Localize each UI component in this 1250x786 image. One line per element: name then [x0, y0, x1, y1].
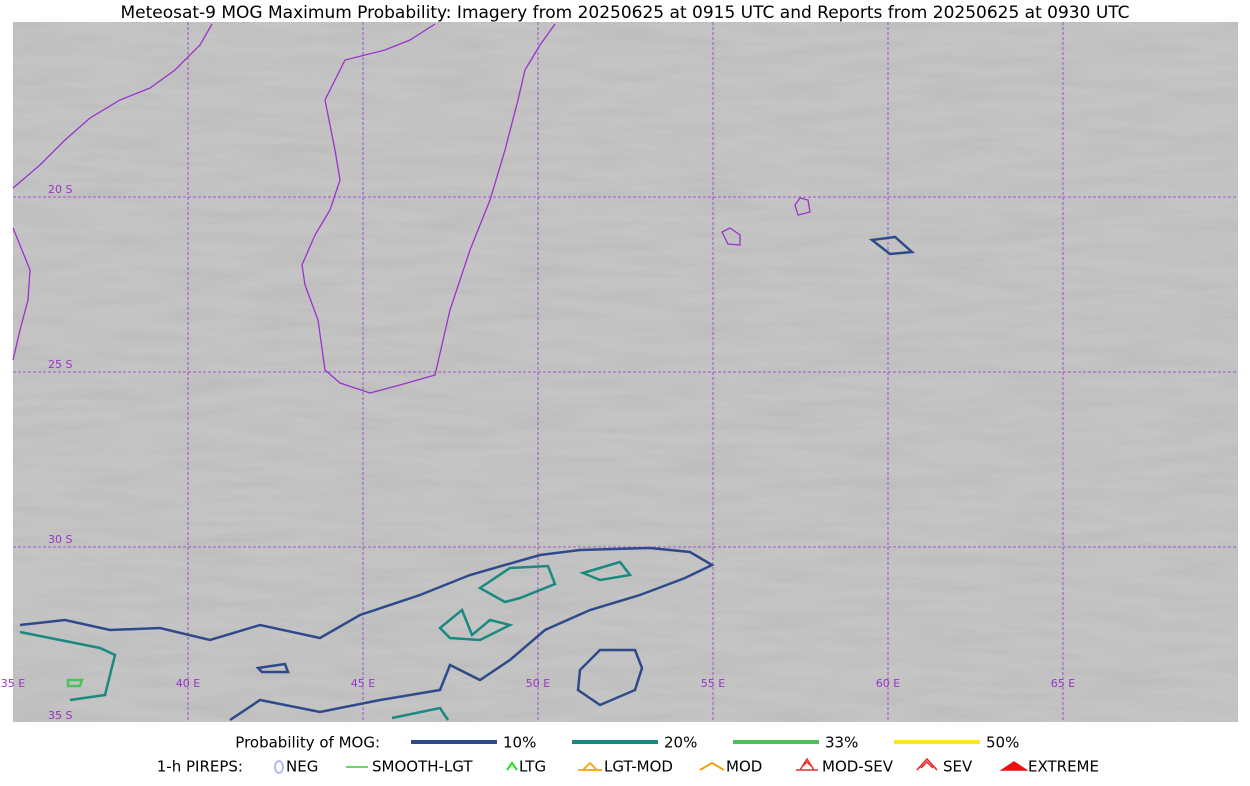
legend-label: MOD-SEV: [822, 758, 894, 776]
legend-label: 50%: [986, 734, 1019, 752]
legend-label: LGT-MOD: [604, 758, 673, 776]
lon-label: 35 E: [1, 677, 25, 690]
graticule: [13, 22, 1238, 722]
lat-label: 25 S: [48, 358, 72, 371]
legend-label: EXTREME: [1028, 758, 1099, 776]
legend-label: MOD: [726, 758, 762, 776]
pirep-icon: [796, 757, 818, 771]
lat-label: 35 S: [48, 709, 72, 722]
legend-label: 20%: [664, 734, 697, 752]
legend-label: LTG: [519, 758, 546, 776]
pirep-icon: [506, 761, 518, 771]
lat-label: 30 S: [48, 533, 72, 546]
legend-label: 33%: [825, 734, 858, 752]
legend-label: SEV: [943, 758, 973, 776]
lon-label: 60 E: [876, 677, 900, 690]
pirep-icon: [578, 761, 602, 771]
pirep-icon: [999, 761, 1029, 771]
legend-title: Probability of MOG:: [235, 734, 380, 752]
lon-label: 55 E: [701, 677, 725, 690]
lon-label: 65 E: [1051, 677, 1075, 690]
mog-contours: [19, 235, 916, 722]
pirep-icon: [274, 760, 284, 774]
legend-title: 1-h PIREPS:: [157, 758, 243, 776]
map-labels: 20 S 25 S 30 S 35 S 35 E 40 E 45 E 50 E 55 E 60 E…: [1, 183, 1075, 722]
coastlines: [12, 23, 811, 394]
lon-label: 40 E: [176, 677, 200, 690]
lat-label: 20 S: [48, 183, 72, 196]
map: [12, 22, 1238, 722]
lon-label: 45 E: [351, 677, 375, 690]
pirep-icon: [916, 757, 938, 771]
title: Meteosat-9 MOG Maximum Probability: Imag…: [120, 3, 1129, 23]
legend-label: NEG: [286, 758, 318, 776]
legend-label: 10%: [503, 734, 536, 752]
legend-label: SMOOTH-LGT: [372, 758, 473, 776]
pirep-icon: [699, 761, 725, 771]
lon-label: 50 E: [526, 677, 550, 690]
legend: Probability of MOG: 10% 20% 33% 50% 1-h PIREP…: [157, 734, 1099, 776]
